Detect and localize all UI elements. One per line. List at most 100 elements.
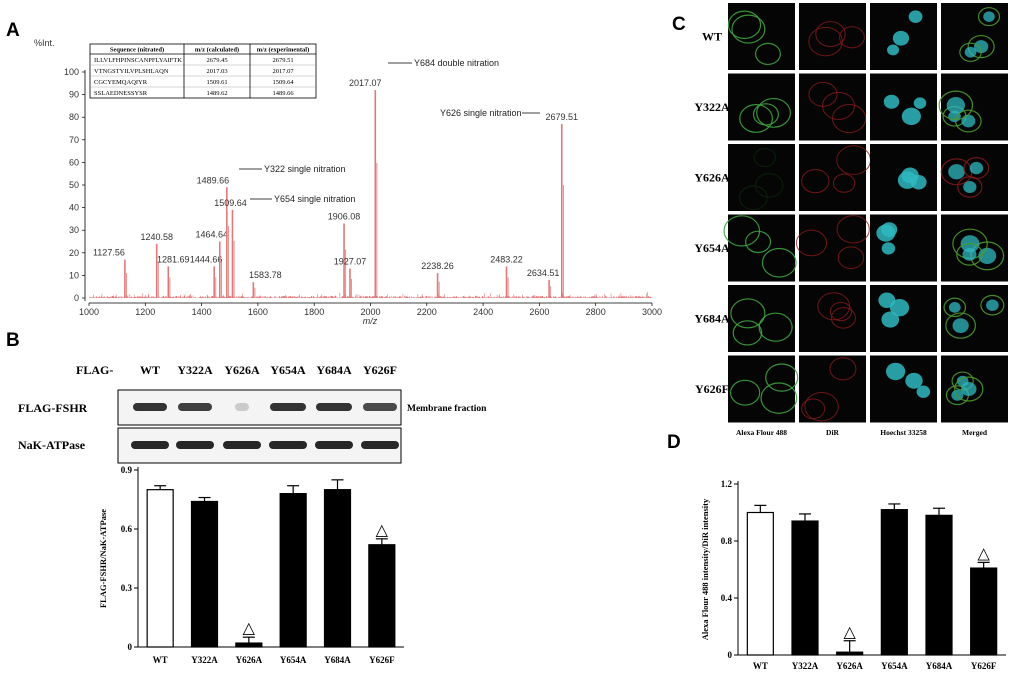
spectrum-y-tick: 90 [69,90,79,100]
band-nak-atpase [176,441,214,449]
nucleus [986,299,999,311]
spectrum-peak-label: 2238.26 [421,261,454,271]
bar [279,493,307,648]
microscopy-image-0 [728,355,795,423]
bar-category-label: Y684A [926,661,953,671]
bar [368,544,396,648]
bar [746,511,774,656]
cell-outline [754,172,784,198]
cell-outline [758,312,793,342]
bar-y-tick: 0.3 [121,583,133,593]
bar-y-tick: 0.9 [121,465,133,475]
spectrum-y-tick: 100 [64,67,79,77]
nucleus [963,180,977,193]
spectrum-y-tick: 40 [69,203,79,213]
nitration-annotations: Y684 double nitration Y626 single nitrat… [239,58,540,204]
microscopy-image-1 [799,3,866,70]
cell-outline [967,34,995,59]
lane-label: WT [140,363,160,377]
nucleus [962,247,977,261]
bar-category-label: Y626A [836,661,863,671]
spectrum-y-tick: 80 [69,112,79,122]
bar [323,489,352,648]
annotation-y322: Y322 single nitration [264,164,346,174]
cell-outline [795,229,828,257]
band-flag-fshr [270,403,306,411]
bar [190,500,219,648]
nucleus [978,247,997,265]
table-cell: SSLAEDNESSYSR [94,90,148,97]
table-header-sequence: Sequence (nitrated) [110,47,164,54]
table-header-experimental: m/z (experimental) [257,47,310,54]
band-flag-fshr [316,403,352,411]
nucleus [948,164,965,180]
cell-outline [738,185,768,211]
panel-a-y-unit: %Int. [34,38,55,48]
bar-category-label: Y626A [236,655,263,665]
nucleus [969,161,984,175]
spectrum-peak-label: 1906.08 [328,211,361,221]
spectrum-x-tick: 2000 [360,307,380,317]
significance-marker: △ [376,522,389,539]
spectrum-x-tick: 1800 [304,307,324,317]
spectrum-peak-label: 1240.58 [140,232,173,242]
cell-outline [761,247,797,278]
nucleus [901,107,921,126]
table-cell: VTNGSTYILVPLSHLAQN [94,68,169,75]
cell-outline [830,307,856,329]
microscopy-row-label: Y654A [694,241,730,255]
bar-chart-d: 0 0.4 0.8 1.2 WT Y322A Y626A △ Y654A Y684A Y626F △ A… [700,479,1006,671]
cell-outline [956,242,983,266]
spectrum-peak-label: 2634.51 [527,268,560,278]
nucleus [964,46,977,58]
cell-outline [754,42,781,66]
table-cell: 1509.61 [206,79,227,86]
bar-y-tick: 0.4 [721,593,733,603]
band-flag-fshr [235,403,249,411]
spectrum-peak-label: 1489.66 [197,175,230,185]
panel-a: A %Int. 0 10 20 30 40 50 60 70 80 90 100 1000 1200 14… [6,20,662,326]
nucleus [916,385,931,398]
microscopy-image-3 [941,285,1008,352]
table-cell: 2679.45 [206,57,227,64]
spectrum-x-tick: 2200 [417,307,437,317]
cell-outline [760,382,798,414]
spectrum-y-tick: 10 [69,270,79,280]
microscopy-image-1 [799,214,866,282]
microscopy-image-0 [728,144,795,211]
spectrum-baseline [89,292,653,298]
microscopy-row-label: Y684A [694,312,730,326]
microscopy-image-1 [799,285,866,352]
spectrum-y-tick: 0 [74,293,79,303]
nucleus [905,372,923,389]
microscopy-column-label: Merged [962,428,988,437]
spectrum-peak-label: 1444.66 [190,254,223,264]
spectrum-peak-label: 1127.56 [93,248,125,258]
nucleus [961,114,976,128]
nucleus [946,96,966,114]
table-cell: 2679.51 [272,57,293,64]
bar [235,642,263,648]
microscopy-image-2 [870,285,937,352]
spectrum-peak-label: 1281.69 [157,254,190,264]
bar-category-label: Y626F [971,661,997,671]
cell-outline [756,97,791,128]
spectrum-x-tick: 1600 [248,307,268,317]
nucleus [913,97,927,109]
blot-label-nak-atpase: NaK-ATPase [18,438,86,452]
nucleus [952,318,969,334]
cell-outline [765,363,799,392]
cell-outline [829,357,857,381]
microscopy-grid: WT Y322A Y626A Y654A Y684A Y626F Alexa Flour 4… [694,3,1008,437]
spectrum-peak-label: 1464.64 [196,230,229,240]
bar-y-tick: 1.2 [721,479,733,489]
cell-outline [730,298,766,329]
bar-category-label: Y654A [881,661,908,671]
bar [836,651,864,656]
band-nak-atpase [361,441,399,449]
cell-outline [837,246,865,269]
panel-a-letter: A [6,20,20,41]
bar-category-label: Y322A [191,655,218,665]
membrane-fraction-label: Membrane fraction [407,404,487,414]
spectrum-peak-label: 1583.78 [249,270,282,280]
